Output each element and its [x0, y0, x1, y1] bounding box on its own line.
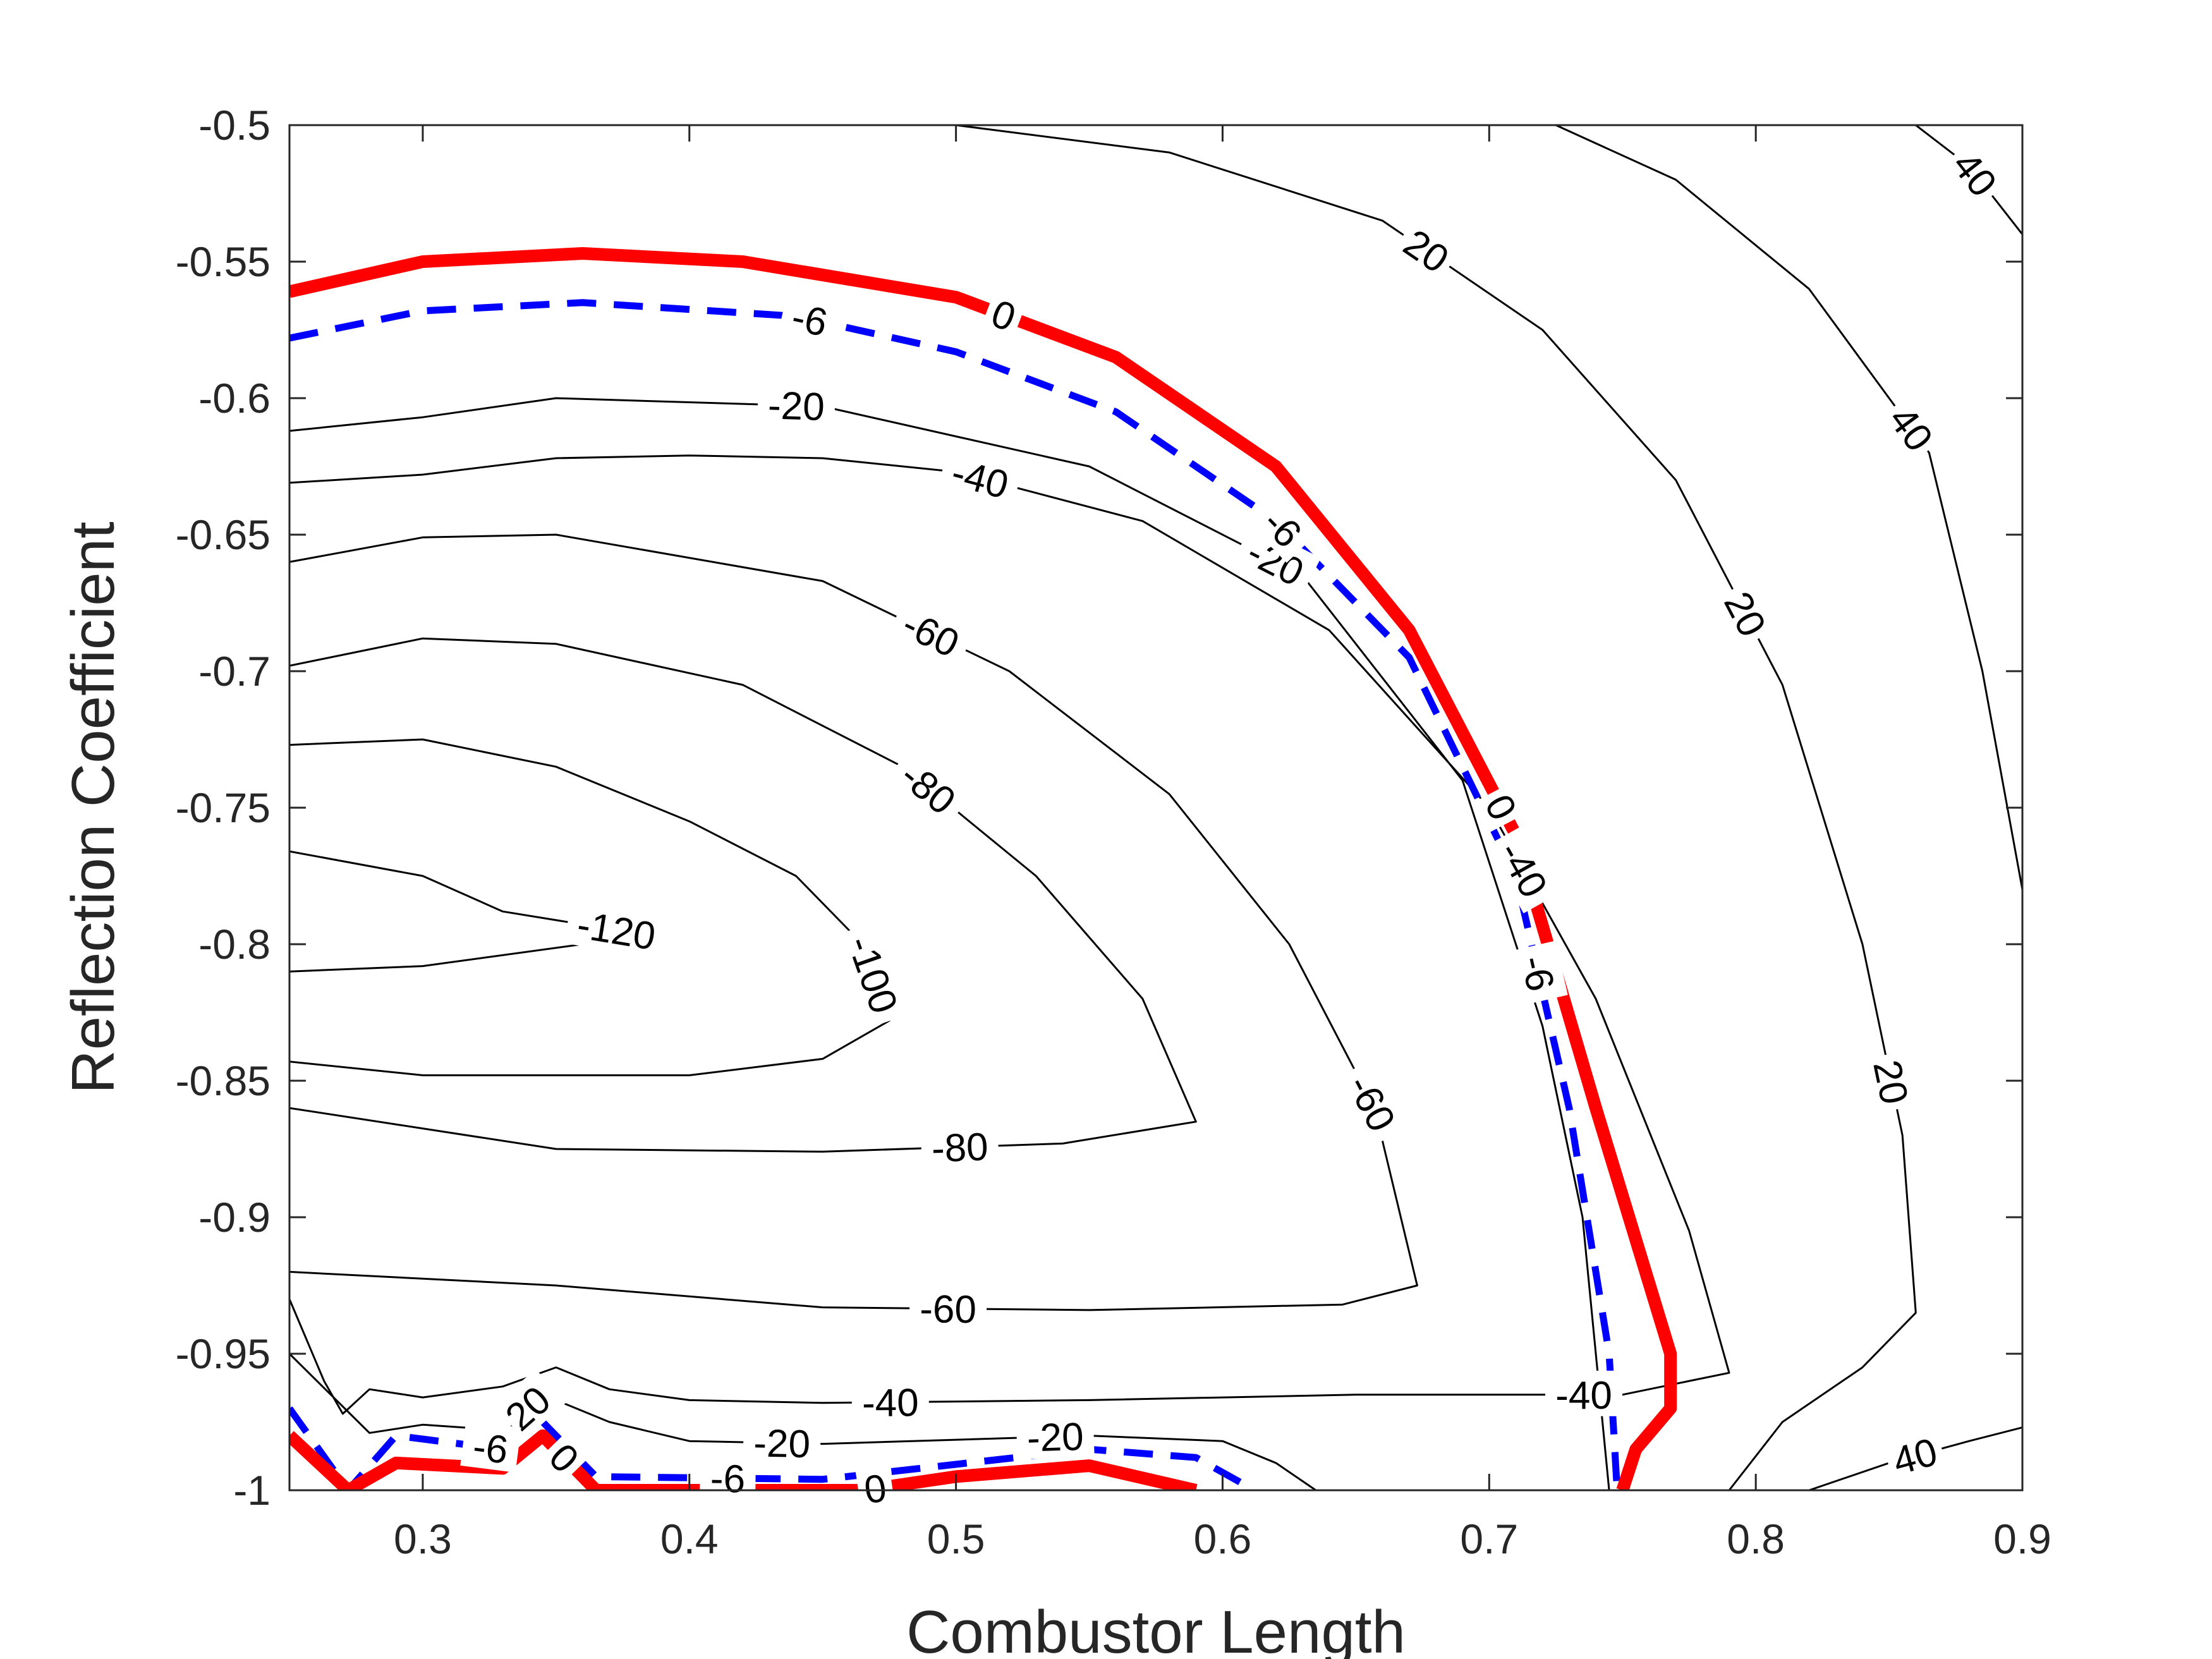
contour-label-bg — [1248, 491, 1320, 563]
contour-label-group: -40 — [851, 1378, 930, 1425]
contour-label-bg — [1510, 940, 1568, 1006]
contour-label-bg — [1713, 578, 1780, 649]
contour-label-bg — [887, 595, 976, 670]
y-tick-label: -0.5 — [198, 102, 270, 149]
contour-label-group: -60 — [909, 1284, 987, 1332]
contour-label-bg — [564, 898, 669, 959]
contour-label-bg — [1335, 1057, 1411, 1148]
x-tick-label: 0.8 — [1727, 1516, 1785, 1562]
contour-label: -20 — [1026, 1415, 1085, 1461]
contour-label: -40 — [862, 1381, 919, 1425]
contour-label-group: -20 — [743, 1418, 821, 1466]
contour-label: -60 — [920, 1287, 976, 1332]
contour-label-bg — [700, 1454, 756, 1500]
contour-label-group: 0 — [980, 286, 1028, 341]
contour-label-bg — [854, 1462, 896, 1512]
contour-label-bg — [1486, 823, 1564, 914]
contour-label: -20 — [753, 1421, 811, 1466]
contour-label-bg — [1877, 391, 1947, 464]
x-tick-label: 0.9 — [1993, 1516, 2051, 1562]
contour-label-group: -6 — [1510, 940, 1568, 1006]
contour-label: -20 — [767, 384, 825, 429]
contour-label-bg — [1864, 1050, 1921, 1114]
contour-line-minus60 — [289, 533, 1418, 1311]
contour-label-bg — [757, 380, 836, 428]
contour-label: -80 — [931, 1125, 989, 1170]
contour-label-bg — [1231, 523, 1322, 599]
contour-label-bg — [743, 1418, 821, 1466]
x-tick-label: 0.5 — [927, 1516, 985, 1562]
contour-label-group: -6 — [700, 1454, 756, 1501]
contour-line-minus40 — [289, 454, 1730, 1415]
contour-label-bg — [1474, 781, 1531, 832]
y-tick-label: -0.9 — [198, 1194, 270, 1241]
contour-label-bg — [1881, 1425, 1948, 1485]
y-tick-label: -0.75 — [176, 784, 270, 831]
contour-label-bg — [1391, 215, 1463, 284]
y-tick-label: -0.7 — [198, 648, 270, 695]
contour-label-bg — [920, 1121, 999, 1170]
contour-line-0 — [289, 1429, 1198, 1490]
y-tick-label: -0.95 — [176, 1330, 270, 1377]
x-tick-label: 0.6 — [1194, 1516, 1252, 1562]
contour-label-bg — [909, 1284, 987, 1331]
y-tick-label: -1 — [233, 1467, 270, 1514]
contour-label-group: -40 — [1545, 1370, 1622, 1418]
plot-area — [289, 125, 2022, 1490]
x-tick-label: 0.3 — [394, 1516, 452, 1562]
contour-line-minus20 — [289, 1352, 1317, 1490]
y-tick-label: -0.65 — [176, 511, 270, 558]
y-tick-label: -0.85 — [176, 1057, 270, 1104]
contour-label: -40 — [1555, 1374, 1612, 1418]
x-axis-ticks: 0.3 0.4 0.5 0.6 0.7 0.8 0.9 — [394, 125, 2051, 1562]
contour-label-bg — [1545, 1370, 1622, 1416]
y-axis-label: Reflection Coefficient — [59, 521, 127, 1093]
contour-label-group: 40 — [1881, 1425, 1948, 1485]
contour-line-minus20 — [289, 397, 1610, 1490]
contour-label-bg — [885, 744, 974, 829]
contour-label: -6 — [710, 1457, 745, 1502]
contour-line-minus6 — [289, 299, 1621, 1490]
contour-line-minus80 — [289, 637, 1197, 1153]
contour-label-group: -120 — [564, 898, 669, 959]
contour-label-group: 0 — [854, 1462, 896, 1512]
contour-label-bg — [777, 289, 842, 346]
contour-label-group: -6 — [777, 289, 842, 346]
contour-label: -6 — [470, 1425, 510, 1472]
contour-label-bg — [537, 1428, 593, 1485]
contour-label-bg — [980, 286, 1028, 341]
contour-label-bg — [836, 920, 913, 1028]
contour-line-40 — [1555, 125, 2022, 891]
contour-label-bg — [937, 445, 1024, 509]
contour-label-bg — [851, 1378, 930, 1425]
y-axis-ticks: -0.5 -0.55 -0.6 -0.65 -0.7 -0.75 -0.8 -0.85 -0.9… — [176, 102, 2022, 1514]
contour-label-group: -20 — [1016, 1411, 1095, 1461]
x-tick-label: 0.4 — [660, 1516, 719, 1562]
y-tick-label: -0.55 — [176, 238, 270, 285]
contour-label-group: 20 — [1864, 1050, 1921, 1114]
x-tick-label: 0.7 — [1460, 1516, 1518, 1562]
y-tick-label: -0.8 — [198, 921, 270, 968]
contour-line-0 — [289, 247, 1677, 1490]
contour-label-bg — [1941, 137, 2012, 209]
contour-lines — [289, 125, 2022, 1490]
contour-line-minus6 — [289, 1406, 1256, 1490]
y-tick-label: -0.6 — [198, 375, 270, 422]
contour-label-group: -20 — [757, 380, 836, 429]
contour-label: 20 — [1864, 1057, 1916, 1109]
x-axis-label: Combustor Length — [906, 1598, 1406, 1659]
contour-line-20 — [955, 125, 1917, 1490]
contour-label-bg — [1016, 1411, 1095, 1460]
contour-label-bg — [460, 1420, 521, 1473]
contour-label-group: -80 — [920, 1121, 999, 1170]
contour-label-group: -6 — [460, 1420, 521, 1473]
